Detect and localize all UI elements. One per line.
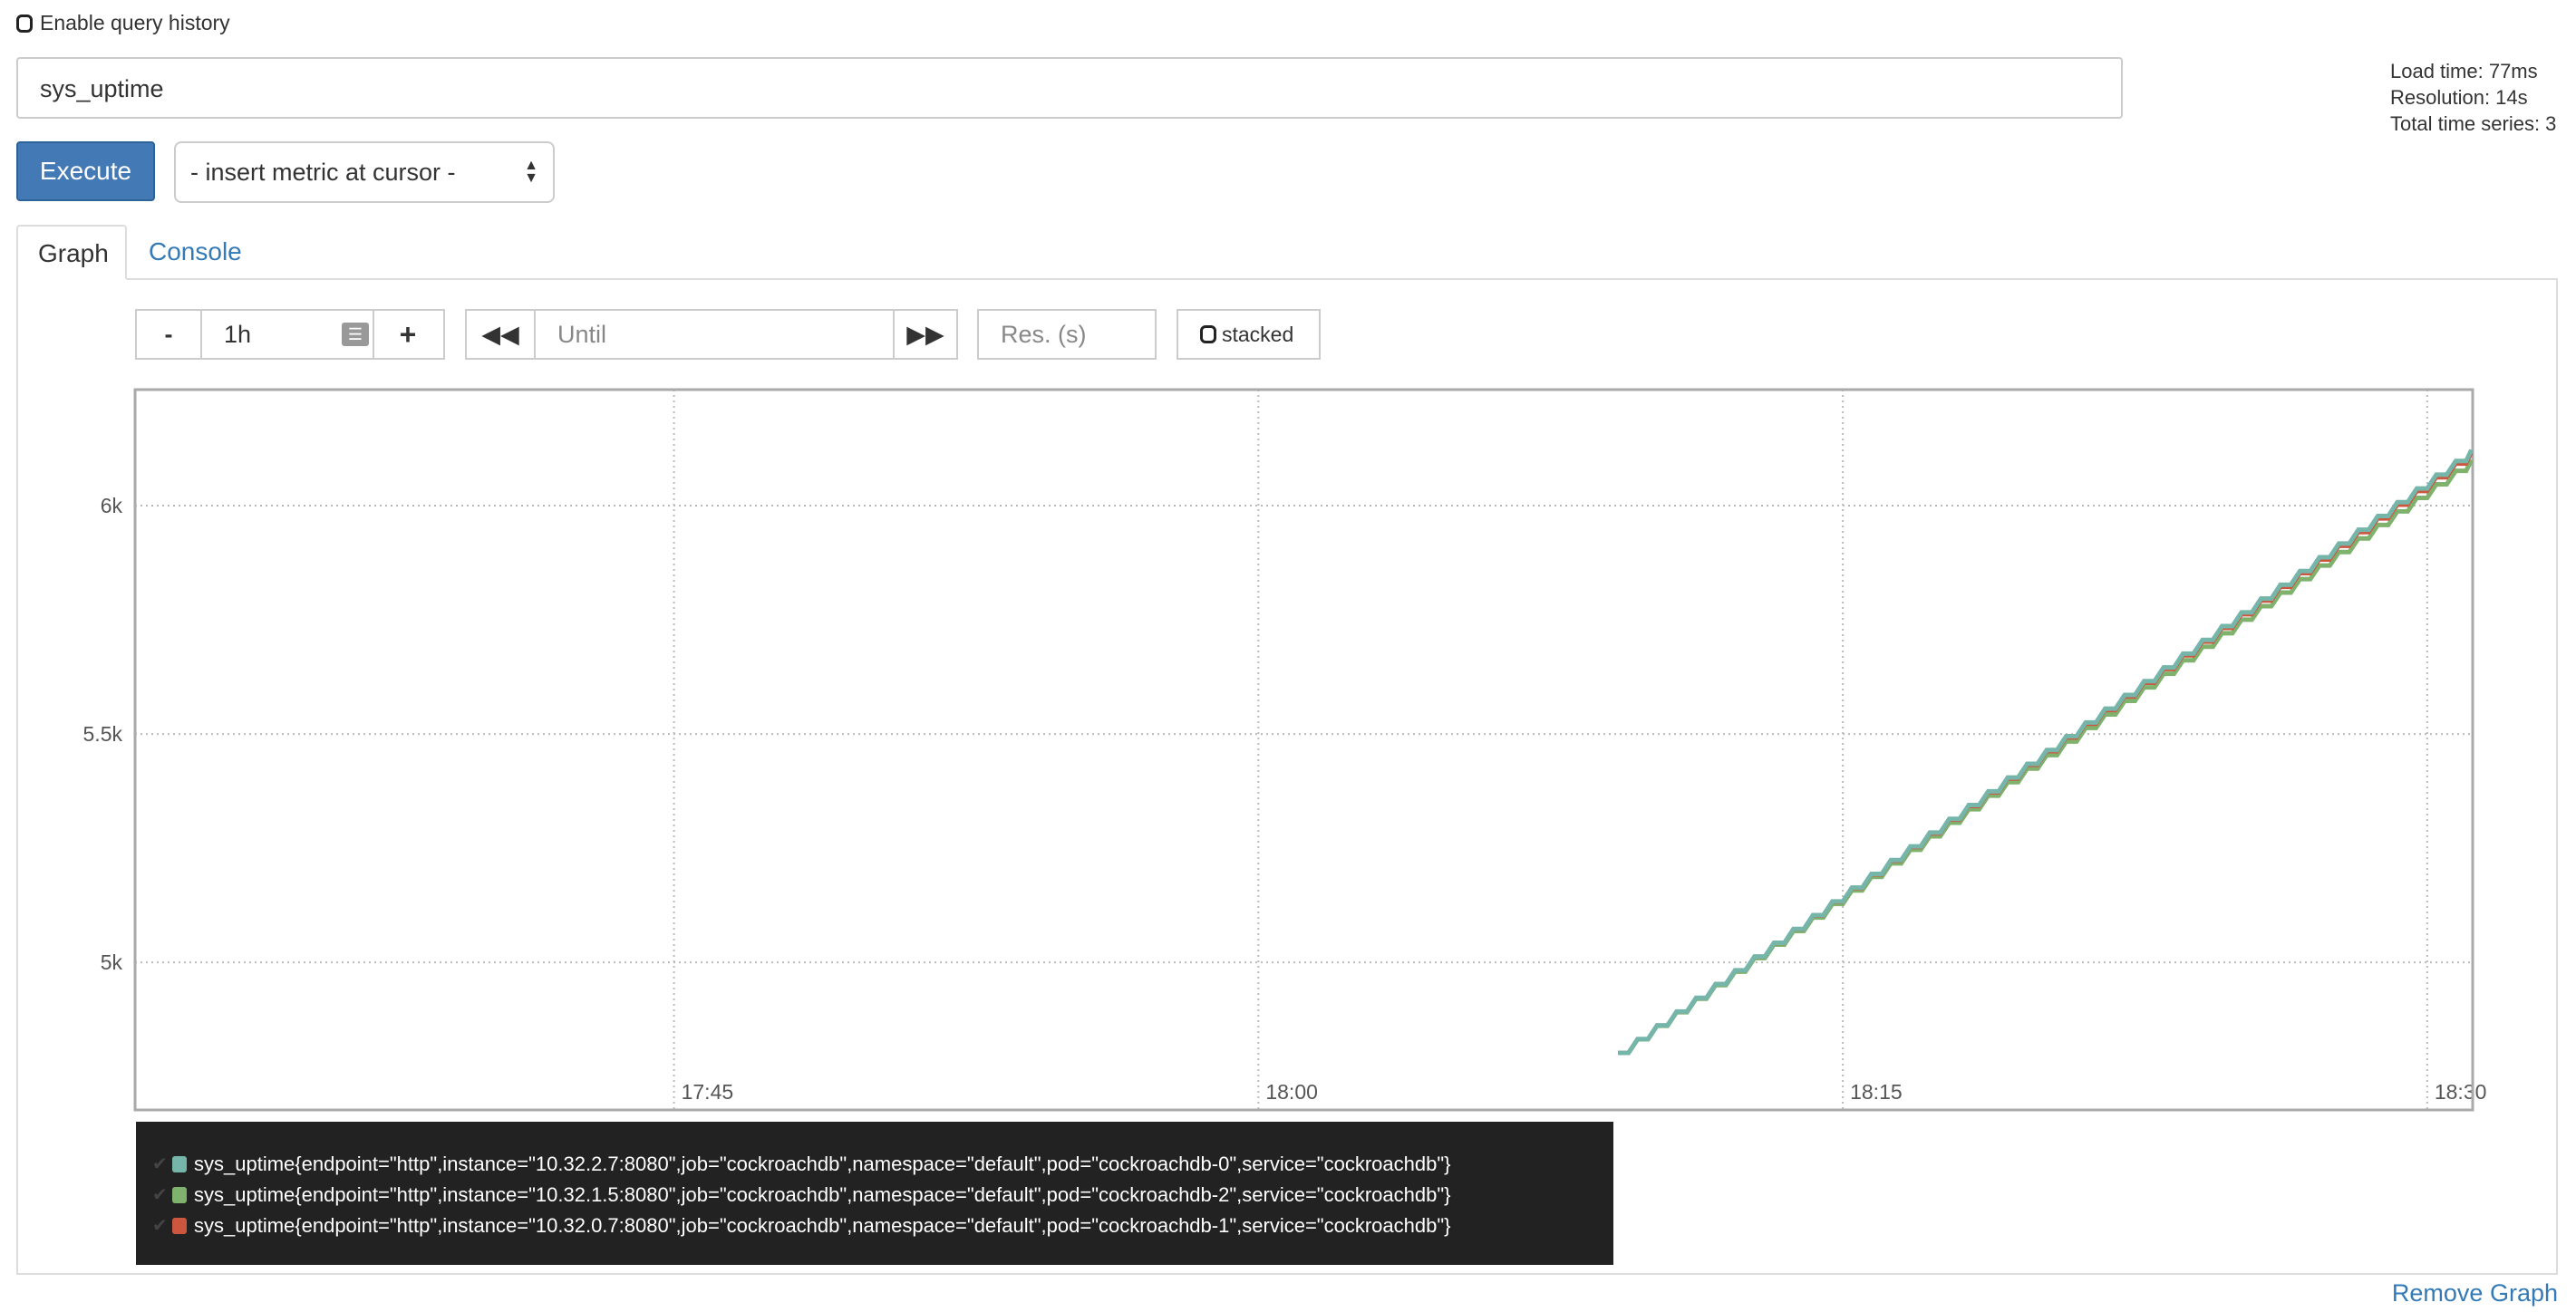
legend-item[interactable]: ✔ sys_uptime{endpoint="http",instance="10…: [152, 1180, 1597, 1211]
x-tick-label: 18:15: [1850, 1080, 1903, 1104]
total-series: Total time series: 3: [2390, 112, 2557, 135]
x-tick-label: 18:30: [2435, 1080, 2487, 1104]
execute-button[interactable]: Execute: [16, 141, 155, 201]
range-increase-button[interactable]: +: [373, 311, 441, 358]
step-forward-icon[interactable]: ▶▶: [893, 311, 956, 358]
step-back-icon[interactable]: ◀◀: [481, 320, 519, 348]
until-control: ◀◀ Until ▶▶: [465, 309, 958, 360]
insert-metric-select[interactable]: - insert metric at cursor - ▲ ▼: [174, 141, 555, 203]
series-swatch: [172, 1187, 187, 1203]
remove-graph-link[interactable]: Remove Graph: [2391, 1279, 2558, 1307]
range-decrease-button[interactable]: -: [164, 320, 173, 348]
query-history-label: Enable query history: [40, 11, 230, 34]
range-value: 1h: [224, 320, 252, 348]
y-tick-label: 5k: [101, 950, 123, 974]
stacked-toggle[interactable]: stacked: [1177, 309, 1321, 360]
insert-metric-label: - insert metric at cursor -: [190, 158, 456, 186]
legend-item[interactable]: ✔ sys_uptime{endpoint="http",instance="10…: [152, 1149, 1597, 1180]
series-swatch: [172, 1156, 187, 1172]
range-input[interactable]: 1h ☰: [200, 311, 373, 358]
x-tick-label: 18:00: [1265, 1080, 1318, 1104]
expression-input[interactable]: sys_uptime: [16, 57, 2123, 119]
tab-bar: Graph Console: [16, 225, 2558, 280]
stacked-checkbox[interactable]: [1200, 325, 1216, 343]
check-icon: ✔: [152, 1185, 168, 1205]
x-tick-label: 17:45: [682, 1080, 734, 1104]
tab-graph[interactable]: Graph: [16, 225, 127, 280]
until-input[interactable]: Until: [534, 311, 893, 358]
stacked-label: stacked: [1222, 322, 1294, 346]
resolution: Resolution: 14s: [2390, 86, 2528, 109]
series-name: sys_uptime{endpoint="http",instance="10.…: [194, 1153, 1451, 1175]
query-history-checkbox[interactable]: [16, 14, 33, 33]
series-name: sys_uptime{endpoint="http",instance="10.…: [194, 1183, 1451, 1206]
series-swatch: [172, 1218, 187, 1234]
plot-border: [133, 388, 2474, 1112]
range-control: - 1h ☰ +: [135, 309, 445, 360]
check-icon: ✔: [152, 1154, 168, 1174]
check-icon: ✔: [152, 1216, 168, 1236]
graph-panel: [16, 278, 2558, 1275]
chart-legend: ✔ sys_uptime{endpoint="http",instance="10…: [136, 1122, 1613, 1265]
query-stats: Load time: 77ms Resolution: 14s Total ti…: [2390, 58, 2556, 137]
series-name: sys_uptime{endpoint="http",instance="10.…: [194, 1214, 1451, 1237]
resolution-placeholder: Res. (s): [1001, 320, 1087, 348]
load-time: Load time: 77ms: [2390, 60, 2538, 82]
resolution-input[interactable]: Res. (s): [977, 309, 1157, 360]
y-tick-label: 5.5k: [83, 722, 123, 746]
enable-query-history[interactable]: Enable query history: [16, 11, 230, 35]
tab-console[interactable]: Console: [149, 237, 242, 265]
calendar-icon: ☰: [342, 323, 369, 346]
series-line: [1618, 449, 2474, 1056]
select-arrows-icon: ▲ ▼: [524, 158, 538, 186]
y-tick-label: 6k: [101, 494, 123, 517]
legend-item[interactable]: ✔ sys_uptime{endpoint="http",instance="10…: [152, 1211, 1597, 1241]
